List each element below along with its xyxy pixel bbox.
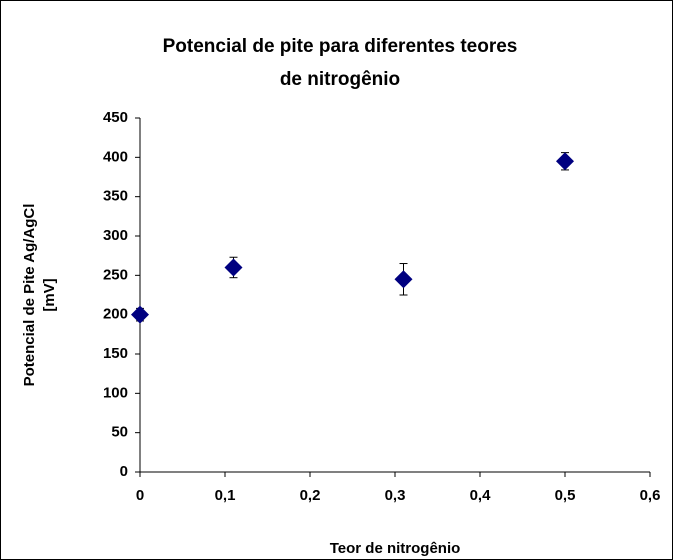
point: [394, 270, 413, 289]
y-tick-label: 400: [103, 148, 128, 165]
x-tick-label: 0,6: [640, 487, 661, 504]
chart-title: Potencial de pite para diferentes teores: [163, 36, 518, 57]
y-tick-label: 0: [120, 463, 128, 480]
point: [224, 258, 243, 277]
y-tick-label: 200: [103, 306, 128, 323]
y-tick-label: 150: [103, 345, 128, 362]
y-tick-label: 250: [103, 266, 128, 283]
y-tick-label: 50: [111, 424, 128, 441]
x-tick-label: 0,5: [555, 487, 576, 504]
y-tick-label: 450: [103, 109, 128, 126]
y-axis-label: [mV]: [41, 278, 58, 311]
x-tick-label: 0,3: [385, 487, 406, 504]
x-tick-label: 0,2: [300, 487, 321, 504]
x-tick-label: 0,1: [215, 487, 236, 504]
y-tick-label: 100: [103, 384, 128, 401]
chart-title: de nitrogênio: [280, 69, 400, 90]
y-tick-label: 350: [103, 188, 128, 205]
x-tick-label: 0: [136, 487, 144, 504]
point: [131, 305, 149, 324]
x-axis-label: Teor de nitrogênio: [330, 540, 461, 557]
point: [556, 152, 574, 171]
y-axis-label: Potencial de Pite Ag/AgCl: [21, 204, 38, 387]
y-tick-label: 300: [103, 227, 128, 244]
x-tick-label: 0,4: [470, 487, 492, 504]
